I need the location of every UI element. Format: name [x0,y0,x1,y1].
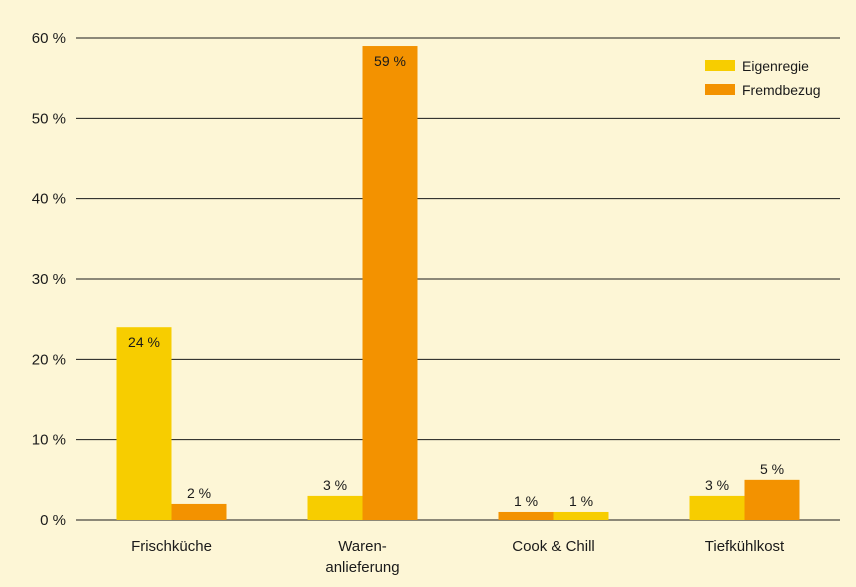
legend: Eigenregie Fremdbezug [705,58,821,98]
bar-eigenregie [116,327,172,520]
y-tick-label: 0 % [40,512,66,529]
bar-fremdbezug [362,46,418,521]
bar-fremdbezug [744,479,800,520]
data-label: 1 % [569,493,593,509]
y-tick-label: 50 % [32,110,66,127]
data-label: 3 % [705,477,729,493]
x-category-label: Cook & Chill [512,538,595,555]
legend-swatch [705,84,735,95]
bar-eigenregie [553,511,609,520]
data-label: 2 % [187,485,211,501]
data-label: 24 % [128,334,160,350]
gridlines [76,37,840,521]
y-tick-label: 20 % [32,351,66,368]
data-label: 3 % [323,477,347,493]
legend-label: Eigenregie [742,58,809,74]
data-label: 59 % [374,53,406,69]
bar-fremdbezug [171,503,227,520]
y-tick-label: 40 % [32,191,66,208]
bar-eigenregie [307,495,363,520]
x-category-label: Waren- [338,538,387,555]
x-category-label: Frischküche [131,538,212,555]
x-category-label: anlieferung [325,559,399,576]
legend-swatch [705,60,735,71]
bars: 24 % 2 % 3 % 59 % 1 % 1 % 3 % 5 % [116,46,800,521]
y-tick-label: 10 % [32,432,66,449]
y-tick-label: 60 % [32,30,66,47]
y-tick-label: 30 % [32,271,66,288]
data-label: 5 % [760,461,784,477]
legend-label: Fremdbezug [742,82,821,98]
x-axis: Frischküche Waren-anlieferung Cook & Chill… [131,538,785,576]
x-category-label: Tiefkühlkost [705,538,785,555]
y-axis: 0 % 10 % 20 % 30 % 40 % 50 % 60 % [32,30,66,529]
bar-eigenregie [689,495,745,520]
bar-fremdbezug [498,511,554,520]
data-label: 1 % [514,493,538,509]
